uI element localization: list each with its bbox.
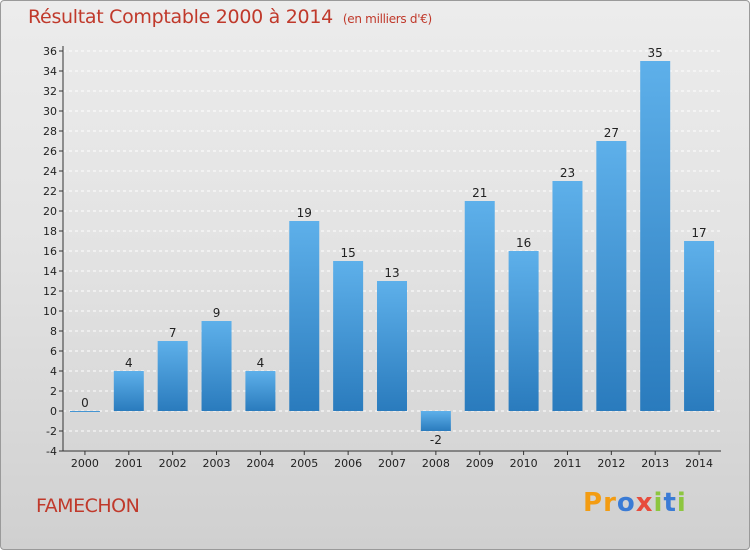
bar [377,281,407,411]
logo-letter: i [653,488,664,518]
y-tick-label: 14 [43,265,57,278]
x-tick-label: 2005 [290,457,318,470]
logo-text: Proxiti [583,488,687,518]
y-tick-label: 34 [43,65,57,78]
logo-letter: x [635,488,654,518]
bar [69,411,100,412]
logo-letter: o [616,488,636,518]
y-tick-label: 28 [43,125,57,138]
y-tick-label: 2 [50,385,57,398]
logo-letter: P [583,488,604,518]
x-tick-label: 2011 [553,457,581,470]
x-tick-label: 2009 [466,457,494,470]
x-tick-label: 2000 [71,457,99,470]
y-tick-label: 12 [43,285,57,298]
value-label: 4 [125,356,133,370]
chart-title-text: Résultat Comptable 2000 à 2014 [28,6,333,28]
value-label: 0 [81,396,89,410]
x-tick-label: 2002 [159,457,187,470]
bar [552,181,583,411]
y-tick-label: 26 [43,145,57,158]
x-tick-label: 2006 [334,457,362,470]
value-label: 23 [560,166,575,180]
y-tick-label: 20 [43,205,57,218]
logo-letter: t [663,488,677,518]
bars [69,61,715,431]
bar [464,201,495,411]
chart-title: Résultat Comptable 2000 à 2014 (en millie… [28,6,432,28]
x-tick-label: 2003 [203,457,231,470]
bar [333,261,364,411]
value-label: 27 [604,126,619,140]
value-label: 9 [213,306,221,320]
bar [201,321,232,411]
value-label: 35 [648,46,663,60]
x-tick-label: 2004 [246,457,274,470]
value-label: -2 [430,433,442,447]
bar [420,411,451,431]
y-tick-label: 6 [50,345,57,358]
y-tick-label: 36 [43,45,57,58]
proxiti-logo[interactable]: Proxiti [583,488,693,528]
value-label: 15 [340,246,355,260]
y-tick-label: 4 [50,365,57,378]
value-label: 17 [691,226,706,240]
bar [113,371,144,411]
value-label: 16 [516,236,531,250]
value-label: 13 [384,266,399,280]
logo-letter: i [676,488,687,518]
bar [684,241,715,411]
bar [157,341,188,411]
y-tick-label: 0 [50,405,57,418]
x-tick-label: 2014 [685,457,713,470]
bar [640,61,671,411]
y-tick-label: 10 [43,305,57,318]
y-tick-label: 8 [50,325,57,338]
bar [596,141,627,411]
y-tick-label: -4 [46,445,57,458]
logo-letter: r [603,488,617,518]
x-tick-label: 2010 [510,457,538,470]
bar [508,251,539,411]
y-tick-label: 32 [43,85,57,98]
x-tick-label: 2013 [641,457,669,470]
value-label: 19 [297,206,312,220]
value-label: 7 [169,326,177,340]
bar [245,371,276,411]
y-tick-label: 30 [43,105,57,118]
x-tick-label: 2012 [597,457,625,470]
x-tick-label: 2001 [115,457,143,470]
y-tick-label: -2 [46,425,57,438]
x-axis: 2000 2001 2002 2003 2004 2005 2006 2007 2008 2009… [63,450,721,470]
y-tick-label: 24 [43,165,57,178]
x-tick-label: 2007 [378,457,406,470]
y-tick-label: 16 [43,245,57,258]
bar [289,221,320,411]
chart-unit: (en milliers d'€) [342,12,432,26]
y-tick-label: 22 [43,185,57,198]
value-label: 4 [257,356,265,370]
value-labels: 0 4 7 9 4 19 15 13 -2 21 16 23 27 35 17 [81,46,707,447]
value-label: 21 [472,186,487,200]
commune-name: FAMECHON [36,495,140,517]
x-tick-label: 2008 [422,457,450,470]
y-tick-label: 18 [43,225,57,238]
